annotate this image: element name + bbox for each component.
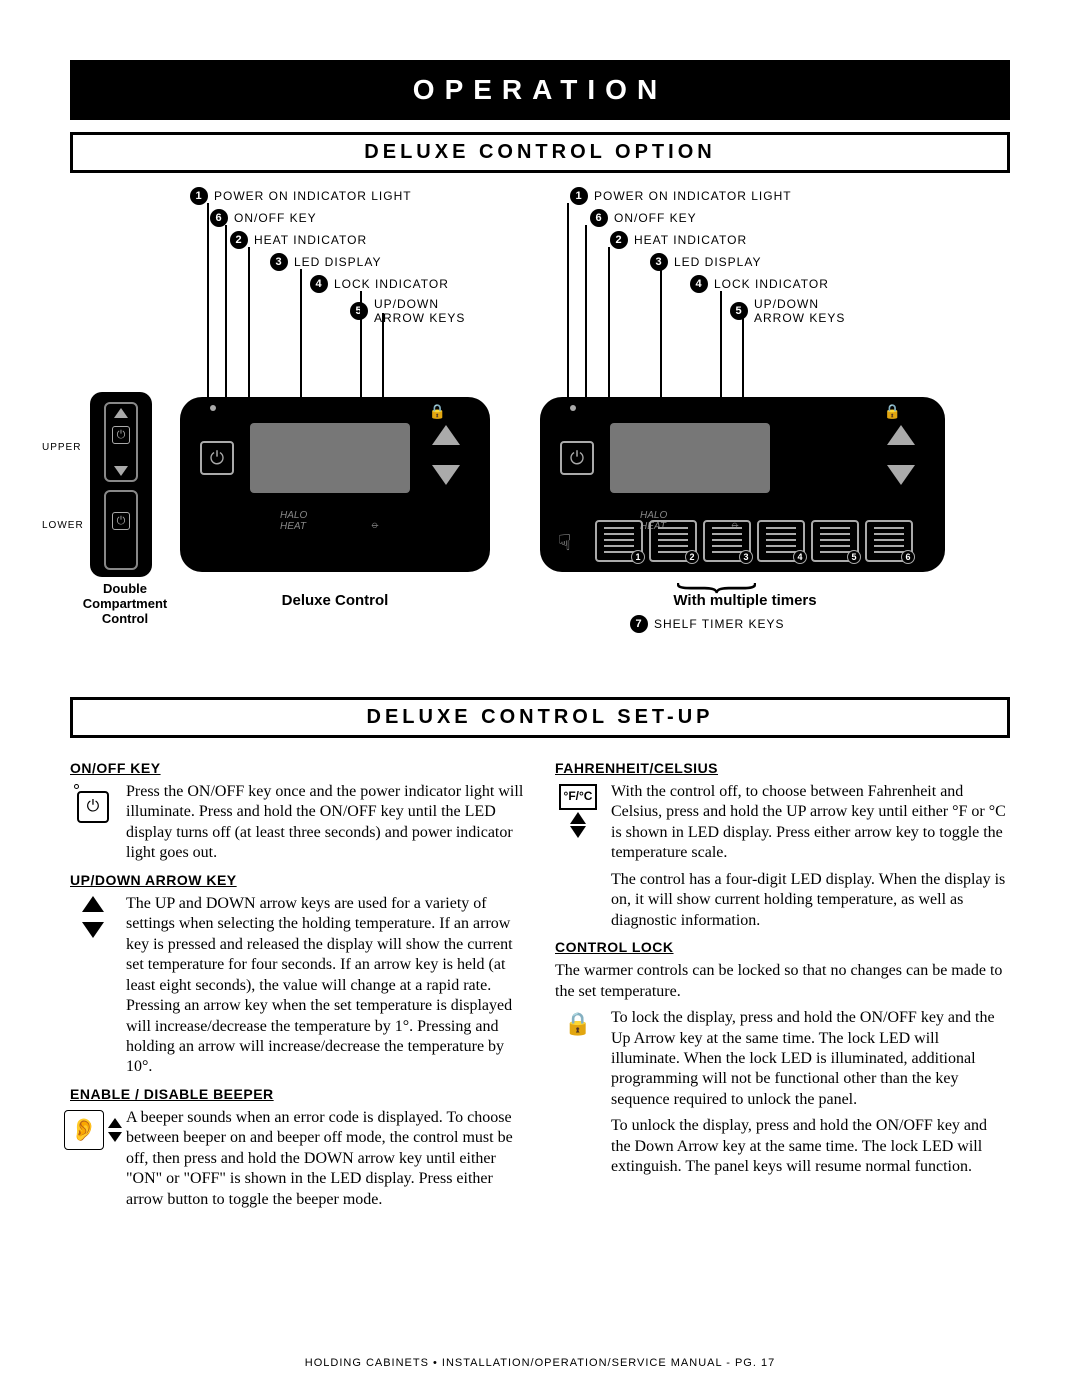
heading-lock: CONTROL LOCK xyxy=(555,939,1010,957)
lock-icon: 🔒 xyxy=(429,404,446,421)
callout-num-4: 4 xyxy=(310,275,328,293)
callout-label: UP/DOWN ARROW KEYS xyxy=(374,297,474,325)
halo-heat-logo: HALOHEAT xyxy=(280,510,307,532)
callout-num-3: 3 xyxy=(270,253,288,271)
lower-label: LOWER xyxy=(42,520,84,531)
beeper-icon: 👂 xyxy=(70,1108,116,1210)
callout-label: HEAT INDICATOR xyxy=(634,233,747,247)
down-arrow-key[interactable] xyxy=(887,465,915,485)
led-display xyxy=(250,423,410,493)
setup-col-right: FAHRENHEIT/CELSIUS °F/°C With the contro… xyxy=(555,752,1010,1216)
hand-icon: ☟ xyxy=(558,530,571,556)
page-footer: HOLDING CABINETS • INSTALLATION/OPERATIO… xyxy=(0,1357,1080,1369)
fc-icon: °F/°C xyxy=(555,782,601,864)
section-deluxe-setup: DELUXE CONTROL SET-UP xyxy=(70,697,1010,738)
callout-num-5: 5 xyxy=(350,302,368,320)
callout-num-1: 1 xyxy=(190,187,208,205)
shelf-timer-keys: 1 2 3 4 5 6 xyxy=(595,520,913,562)
callout-num-5: 5 xyxy=(730,302,748,320)
heading-onoff: ON/OFF KEY xyxy=(70,760,525,778)
shelf-timer-key-1[interactable]: 1 xyxy=(595,520,643,562)
footer-page: 17 xyxy=(761,1357,775,1369)
callout-label: SHELF TIMER KEYS xyxy=(654,617,784,631)
shelf-timer-key-6[interactable]: 6 xyxy=(865,520,913,562)
footer-text: HOLDING CABINETS • INSTALLATION/OPERATIO… xyxy=(305,1357,757,1369)
callout-label: UP/DOWN ARROW KEYS xyxy=(754,297,854,325)
upper-label: UPPER xyxy=(42,442,81,453)
onoff-key-icon: ⏻ xyxy=(70,782,116,864)
callout-label: POWER ON INDICATOR LIGHT xyxy=(214,189,412,203)
shelf-timer-key-5[interactable]: 5 xyxy=(811,520,859,562)
fc-text-2: The control has a four-digit LED display… xyxy=(611,870,1010,931)
callout-num-3: 3 xyxy=(650,253,668,271)
callout-num-6: 6 xyxy=(590,209,608,227)
callout-num-2: 2 xyxy=(610,231,628,249)
lock-text-1: To lock the display, press and hold the … xyxy=(611,1008,1010,1110)
mini-down-arrow[interactable] xyxy=(114,466,128,476)
deluxe-timers-panel: 🔒 ⏻ HALOHEAT ⦵ ☟ 1 2 3 4 5 6 xyxy=(540,397,945,572)
callout-label: ON/OFF KEY xyxy=(234,211,317,225)
setup-col-left: ON/OFF KEY ⏻ Press the ON/OFF key once a… xyxy=(70,752,525,1216)
operation-banner: OPERATION xyxy=(70,60,1010,120)
callout-label: LED DISPLAY xyxy=(674,255,761,269)
callout-num-7: 7 xyxy=(630,615,648,633)
heading-updown: UP/DOWN ARROW KEY xyxy=(70,872,525,890)
caption-deluxe-control: Deluxe Control xyxy=(220,592,450,609)
shelf-timer-key-4[interactable]: 4 xyxy=(757,520,805,562)
fc-text-1: With the control off, to choose between … xyxy=(611,783,1006,861)
heading-beeper: ENABLE / DISABLE BEEPER xyxy=(70,1086,525,1104)
mini-up-arrow[interactable] xyxy=(114,408,128,418)
caption-shelf-timer-keys: 7 SHELF TIMER KEYS xyxy=(630,615,784,633)
callout-num-2: 2 xyxy=(230,231,248,249)
updown-arrow-icon xyxy=(70,894,116,1078)
caption-double-compartment: Double Compartment Control xyxy=(70,582,180,627)
heading-fc: FAHRENHEIT/CELSIUS xyxy=(555,760,1010,778)
mini-power-lower[interactable]: ⏻ xyxy=(112,512,130,530)
lock-icon: 🔒 xyxy=(555,1008,601,1178)
led-display xyxy=(610,423,770,493)
callout-label: LOCK INDICATOR xyxy=(714,277,829,291)
callout-label: LOCK INDICATOR xyxy=(334,277,449,291)
callout-num-1: 1 xyxy=(570,187,588,205)
up-arrow-key[interactable] xyxy=(887,425,915,445)
callout-label: HEAT INDICATOR xyxy=(254,233,367,247)
callout-num-4: 4 xyxy=(690,275,708,293)
shelf-timer-key-2[interactable]: 2 xyxy=(649,520,697,562)
callout-list-left: 1POWER ON INDICATOR LIGHT 6ON/OFF KEY 2H… xyxy=(190,187,474,329)
section-deluxe-option: DELUXE CONTROL OPTION xyxy=(70,132,1010,173)
updown-text: The UP and DOWN arrow keys are used for … xyxy=(126,894,525,1078)
double-compartment-control: UPPER LOWER ⏻ ⏻ xyxy=(90,392,152,577)
caption-multiple-timers: With multiple timers xyxy=(600,592,890,609)
power-button[interactable]: ⏻ xyxy=(560,441,594,475)
callout-list-right: 1 POWER ON INDICATOR LIGHT 6 ON/OFF KEY 2H… xyxy=(570,187,854,329)
deluxe-control-panel: 🔒 ⏻ HALOHEAT ⦵ xyxy=(180,397,490,572)
mini-power-upper[interactable]: ⏻ xyxy=(112,426,130,444)
callout-label: LED DISPLAY xyxy=(294,255,381,269)
power-indicator-icon xyxy=(210,405,216,411)
callout-label: ON/OFF KEY xyxy=(614,211,697,225)
diagram-area: 1POWER ON INDICATOR LIGHT 6ON/OFF KEY 2H… xyxy=(70,187,1010,697)
lock-icon: 🔒 xyxy=(884,404,901,421)
vent-icon: ⦵ xyxy=(370,517,380,532)
lock-text-2: To unlock the display, press and hold th… xyxy=(611,1116,1010,1177)
power-button[interactable]: ⏻ xyxy=(200,441,234,475)
up-arrow-key[interactable] xyxy=(432,425,460,445)
onoff-text: Press the ON/OFF key once and the power … xyxy=(126,782,525,864)
down-arrow-key[interactable] xyxy=(432,465,460,485)
lock-text-0: The warmer controls can be locked so tha… xyxy=(555,961,1010,1002)
callout-label: POWER ON INDICATOR LIGHT xyxy=(594,189,792,203)
shelf-timer-key-3[interactable]: 3 xyxy=(703,520,751,562)
power-indicator-icon xyxy=(570,405,576,411)
beeper-text: A beeper sounds when an error code is di… xyxy=(126,1108,525,1210)
